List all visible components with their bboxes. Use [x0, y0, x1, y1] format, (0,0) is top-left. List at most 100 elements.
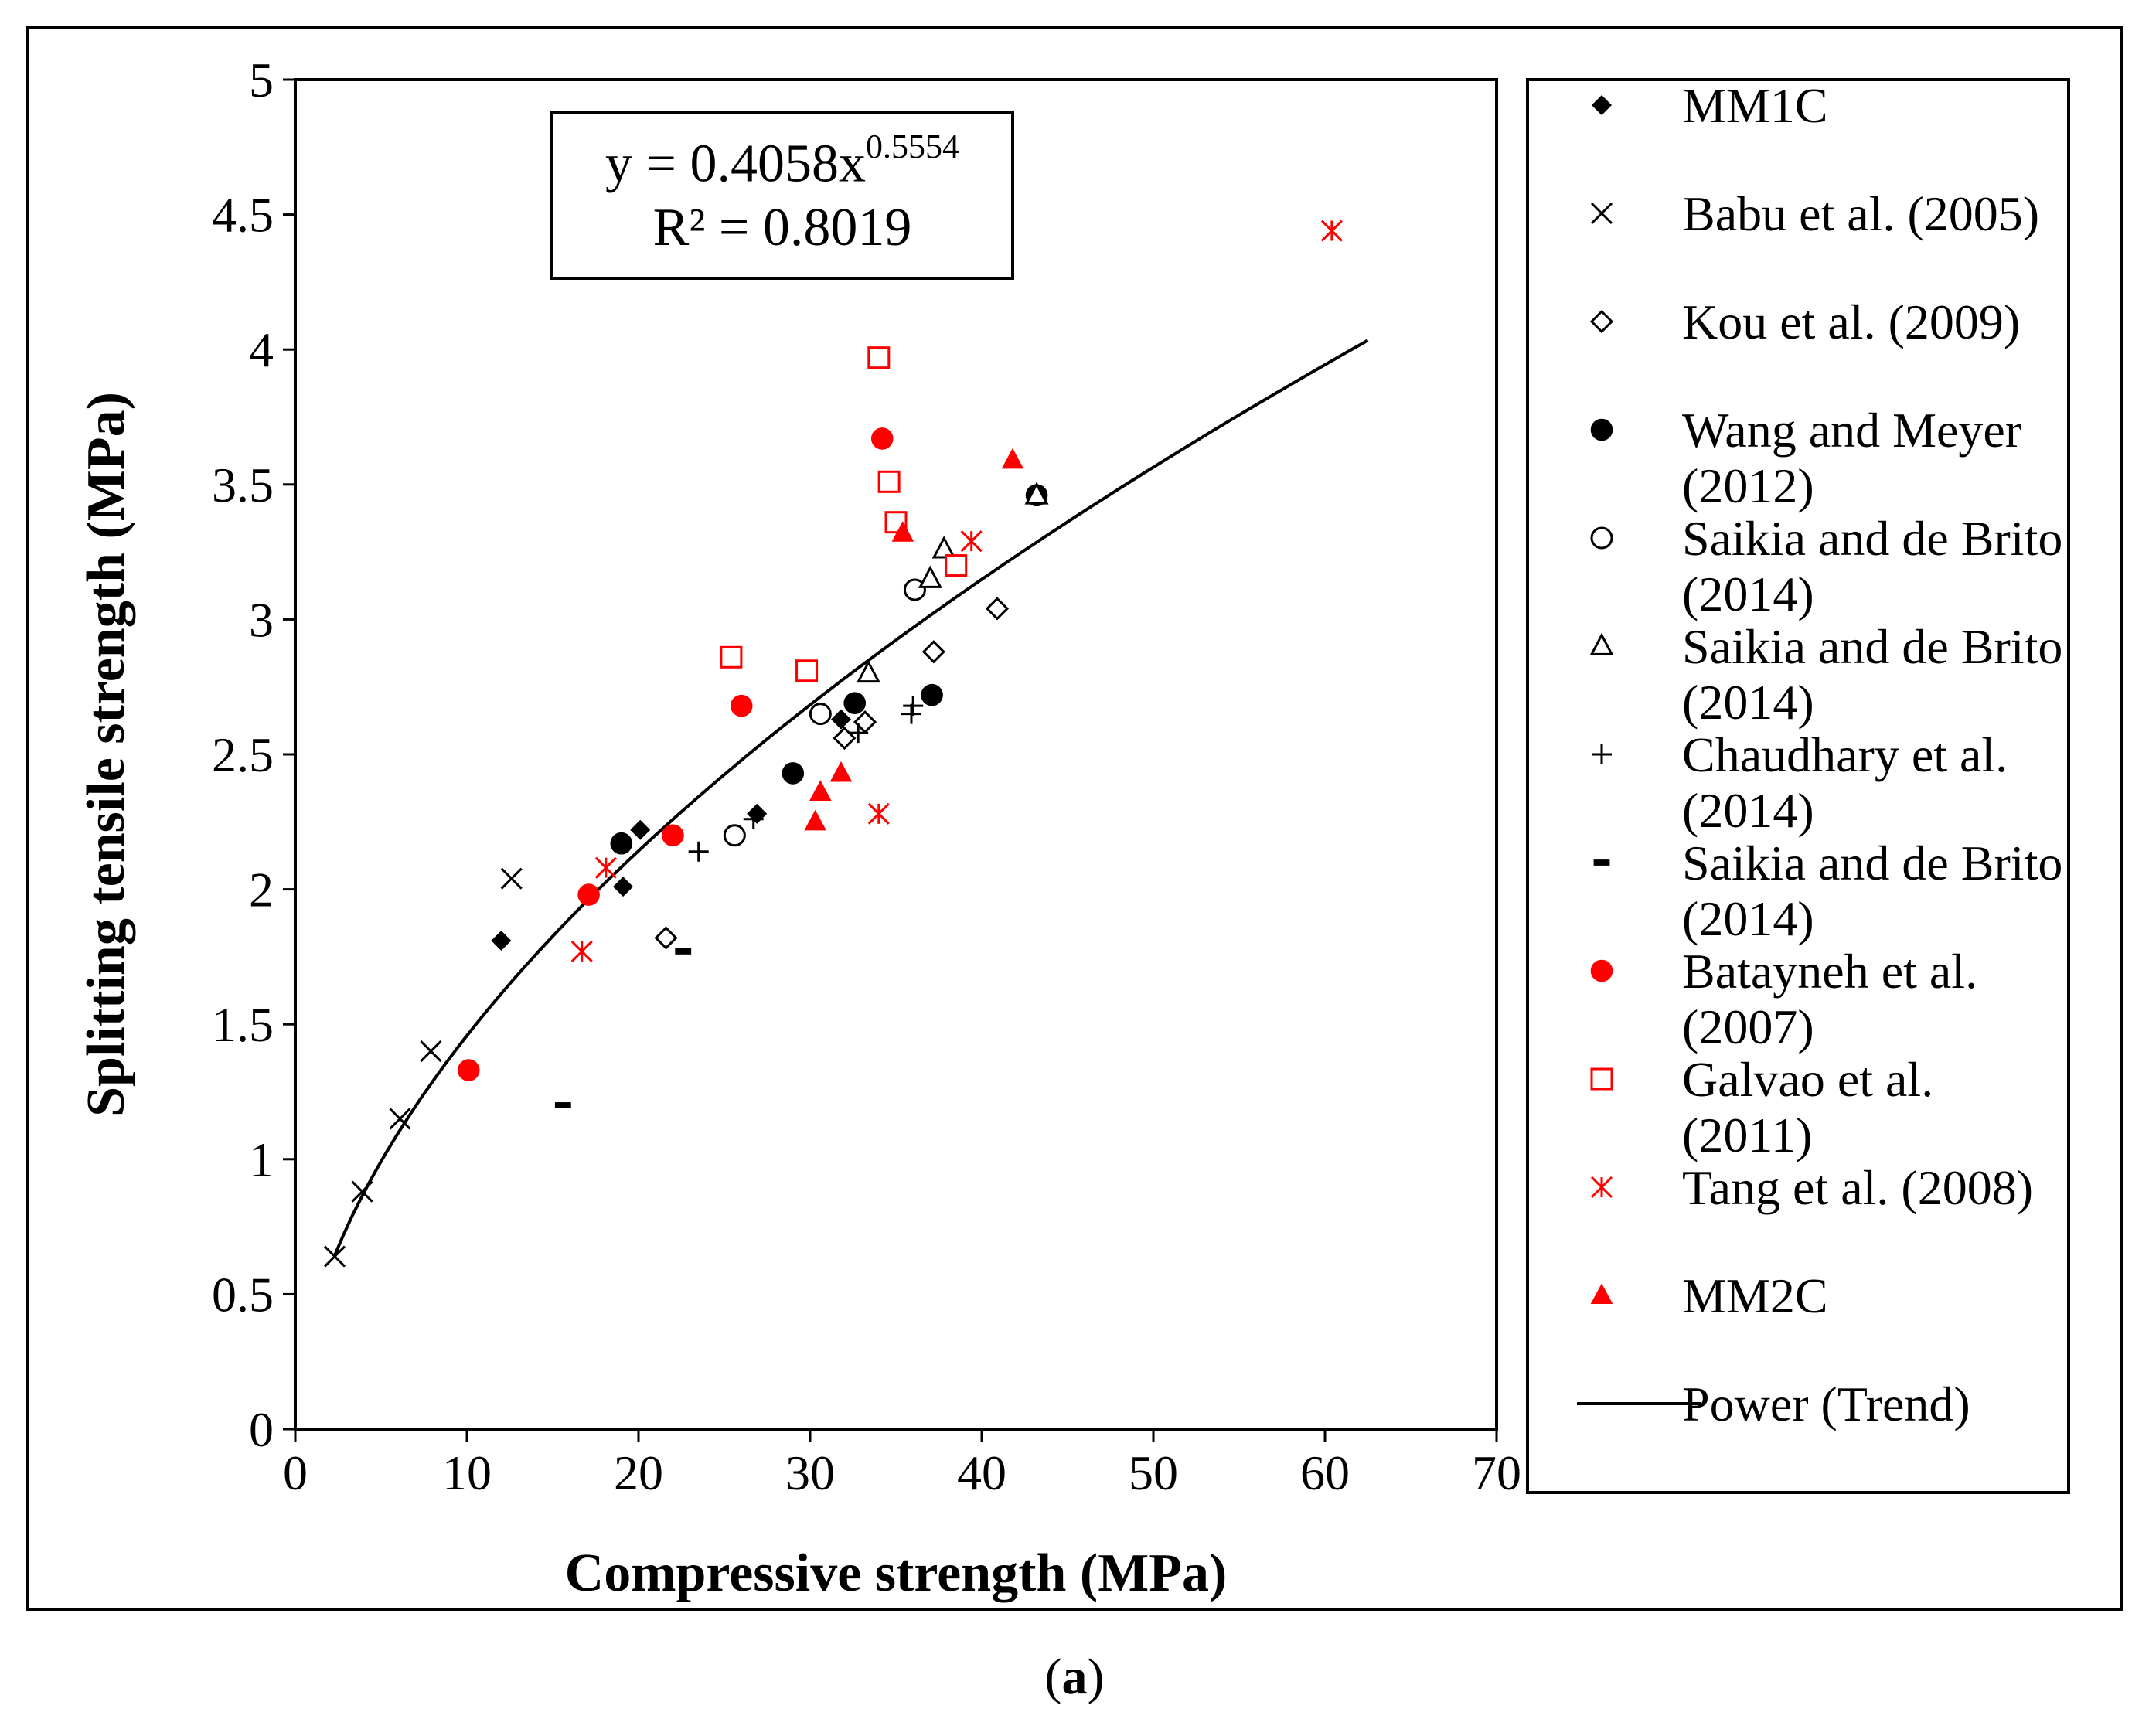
marker-shape	[500, 867, 523, 890]
legend-entry: Power (Trend)	[1577, 1377, 1970, 1431]
data-point	[662, 824, 684, 847]
data-point	[843, 692, 867, 714]
marker-shape	[960, 530, 983, 553]
legend-entry: MM1C	[1592, 78, 1828, 133]
marker-shape	[554, 1102, 571, 1108]
equation-box: y = 0.4058x0.5554 R² = 0.8019	[550, 111, 1014, 280]
y-tick-label: 2.5	[212, 727, 274, 782]
data-point	[795, 659, 819, 682]
data-point	[809, 780, 832, 801]
legend-entry: Kou et al. (2009)	[1589, 294, 2020, 349]
marker-shape	[804, 809, 826, 831]
marker-shape	[843, 692, 867, 714]
marker-shape	[901, 703, 921, 724]
y-tick-label: 0	[249, 1402, 274, 1457]
equation-prefix: y = 0.4058x	[605, 134, 866, 194]
caption-close: )	[1087, 1649, 1105, 1705]
equation-text: y = 0.4058x0.5554	[605, 127, 959, 196]
data-point	[554, 1102, 571, 1108]
data-point	[730, 694, 753, 717]
marker-shape	[1589, 632, 1614, 655]
legend-label: (2012)	[1682, 458, 1814, 513]
legend-label: Wang and Meyer	[1682, 403, 2021, 458]
data-point	[613, 877, 634, 897]
y-tick-label: 2	[249, 863, 274, 917]
marker-shape	[891, 521, 914, 542]
legend-label: (2014)	[1682, 783, 1814, 838]
marker-shape	[594, 856, 617, 879]
trendline-curve	[333, 339, 1369, 1256]
marker-circle-filled	[1590, 418, 1613, 441]
data-point	[420, 1040, 442, 1063]
x-tick-label: 10	[442, 1445, 492, 1500]
x-tick-label: 60	[1300, 1445, 1350, 1500]
x-tick-label: 20	[614, 1445, 663, 1500]
x-tick-label: 50	[1129, 1445, 1178, 1500]
y-tick-label: 3	[249, 592, 274, 647]
marker-shape	[931, 536, 956, 559]
marker-shape	[903, 696, 924, 717]
data-point	[921, 683, 943, 706]
marker-shape	[867, 802, 890, 825]
marker-shape	[351, 1180, 373, 1203]
marker-square-open	[1590, 1067, 1613, 1091]
x-tick-label: 0	[283, 1445, 308, 1500]
legend-entry: Saikia and de Brito(2014)	[1593, 836, 2062, 946]
marker-shape	[829, 761, 853, 782]
data-point	[921, 640, 945, 664]
legend-entry: Chaudhary et al.(2014)	[1592, 727, 2008, 838]
marker-shape	[1589, 309, 1614, 334]
data-point	[903, 578, 926, 601]
marker-circle-filled	[1590, 959, 1613, 982]
data-point	[891, 521, 914, 542]
legend-entry: Wang and Meyer(2012)	[1590, 403, 2021, 513]
equation-exponent: 0.5554	[865, 127, 959, 165]
data-point	[867, 346, 891, 369]
r-squared-text: R² = 0.8019	[652, 197, 912, 257]
marker-dash	[1593, 859, 1610, 866]
data-point	[594, 856, 617, 879]
legend-label: (2007)	[1682, 999, 1814, 1054]
legend-entry: Saikia and de Brito(2014)	[1589, 619, 2062, 730]
marker-diamond-filled	[1592, 95, 1612, 115]
legend-entry: Tang et al. (2008)	[1590, 1160, 2033, 1215]
legend-entry: Batayneh et al.(2007)	[1590, 944, 1977, 1054]
data-point	[389, 1108, 411, 1130]
data-point	[809, 703, 832, 726]
marker-shape	[630, 819, 651, 840]
data-point	[848, 723, 869, 744]
legend-entry: Saikia and de Brito(2014)	[1590, 511, 2062, 621]
legend-entry: MM2C	[1590, 1268, 1828, 1323]
axes: 0 10 20 30 40 50 60 70 0 0.5 1 1.5 2 2.5 3 3.5 4 4.5 5	[212, 53, 1521, 1500]
marker-shape	[1590, 418, 1613, 441]
y-tick-label: 1	[249, 1132, 274, 1187]
data-point	[688, 841, 709, 862]
marker-shape	[1592, 744, 1612, 764]
marker-shape	[945, 554, 968, 577]
legend-label: Galvao et al.	[1682, 1052, 1933, 1107]
legend-label: Saikia and de Brito	[1682, 619, 2062, 674]
marker-circle-open	[1590, 526, 1613, 550]
y-tick-label: 0.5	[212, 1267, 274, 1322]
legend-label: MM1C	[1682, 78, 1828, 133]
marker-shape	[921, 640, 945, 664]
data-point	[829, 761, 853, 782]
marker-shape	[809, 780, 832, 801]
data-point	[985, 597, 1010, 621]
marker-shape	[688, 841, 709, 862]
data-point	[577, 883, 600, 906]
data-point	[500, 867, 523, 890]
trendline-layer	[333, 339, 1369, 1256]
marker-shape	[613, 877, 634, 897]
marker-shape	[985, 597, 1010, 621]
data-point	[856, 659, 880, 683]
points-layer	[323, 220, 1343, 1268]
data-point	[903, 696, 924, 717]
marker-shape	[782, 762, 805, 785]
marker-shape	[577, 883, 600, 906]
y-tick-label: 5	[249, 53, 274, 107]
data-point	[870, 427, 894, 450]
legend-label: Saikia and de Brito	[1682, 836, 2062, 890]
marker-shape	[570, 940, 593, 962]
